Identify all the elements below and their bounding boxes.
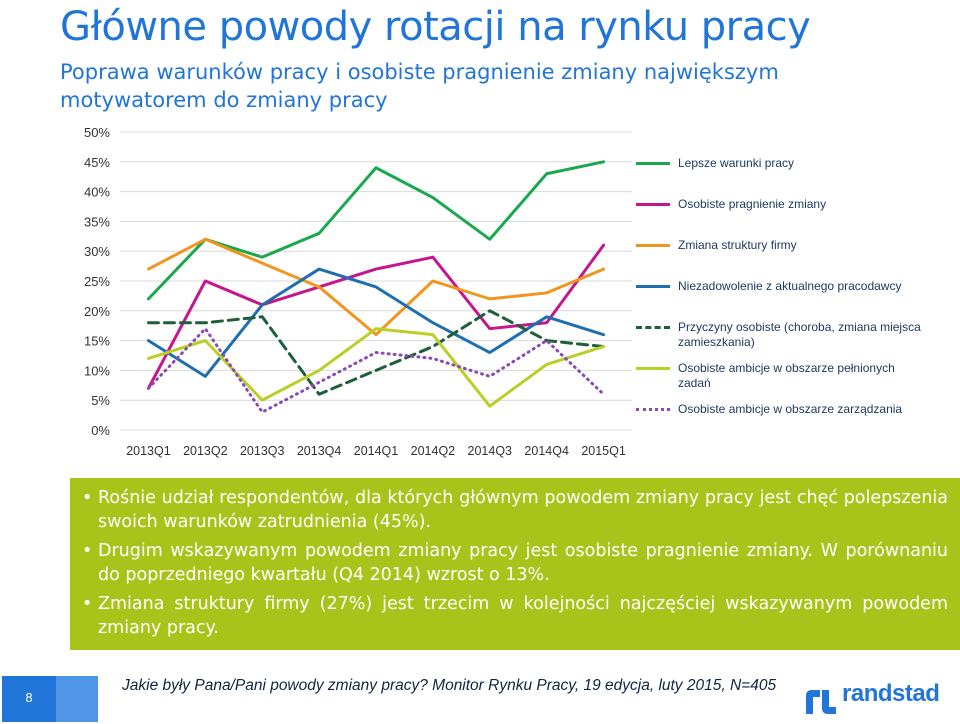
y-axis-ticks: 0% 5% 10% 15% 20% 25% 30% 35% 40% 45% 50% [84, 125, 110, 438]
page-subtitle: Poprawa warunków pracy i osobiste pragni… [60, 60, 779, 112]
line-chart: 0%5%10%15%20%25%30%35%40%45%50% 2013Q1 20… [84, 125, 632, 458]
y-tick-label: 50% [84, 125, 110, 140]
y-tick-label: 5% [91, 393, 110, 408]
bullet-icon: • [82, 594, 93, 614]
summary-bullet-text: Rośnie udział respondentów, dla których … [98, 488, 948, 532]
series-line [146, 267, 606, 378]
legend-swatch [636, 203, 670, 206]
series-line [146, 309, 606, 396]
x-tick-label: 2013Q3 [240, 444, 285, 458]
legend-swatch [636, 408, 670, 411]
x-tick-label: 2013Q2 [183, 444, 228, 458]
y-tick-label: 45% [84, 155, 110, 170]
page-number-box [2, 676, 56, 722]
x-axis-ticks: 2013Q1 2013Q2 2013Q3 2013Q4 2014Q1 2014Q2 2014… [126, 444, 626, 458]
legend-label: Osobiste ambicje w obszarze zarządzania [678, 402, 903, 416]
page-number-accent [56, 676, 98, 722]
legend-label: Przyczyny osobiste (choroba, zmiana miej… [678, 320, 921, 349]
randstad-logo: randstad [804, 680, 954, 714]
x-tick-label: 2013Q1 [126, 444, 171, 458]
series-line [146, 237, 606, 337]
y-tick-label: 0% [91, 423, 110, 438]
legend-label: Osobiste ambicje w obszarze pełnionych z… [678, 361, 895, 390]
legend-swatch [636, 367, 670, 370]
legend-swatch [636, 244, 670, 247]
legend-swatch [636, 326, 670, 329]
summary-bullet: • Zmiana struktury firmy (27%) jest trzec… [80, 592, 948, 640]
source-note: Jakie były Pana/Pani powody zmiany pracy… [122, 677, 777, 694]
chart-grid [120, 131, 632, 431]
summary-bullets: • Rośnie udział respondentów, dla których… [80, 486, 948, 645]
series-line [146, 160, 606, 301]
legend-label: Osobiste pragnienie zmiany [678, 197, 827, 211]
y-tick-label: 40% [84, 185, 110, 200]
x-tick-label: 2014Q4 [524, 444, 569, 458]
series-line [146, 327, 606, 414]
logo-text: randstad [842, 680, 940, 707]
summary-bullet-text: Drugim wskazywanym powodem zmiany pracy … [98, 541, 948, 585]
summary-box [70, 478, 960, 650]
summary-bullet-text: Zmiana struktury firmy (27%) jest trzeci… [98, 594, 948, 638]
page-title: Główne powody rotacji na rynku pracy [60, 4, 811, 50]
y-tick-label: 25% [84, 274, 110, 289]
x-tick-label: 2014Q1 [354, 444, 399, 458]
bullet-icon: • [82, 488, 93, 508]
x-tick-label: 2014Q3 [468, 444, 513, 458]
legend-label: Niezadowolenie z aktualnego pracodawcy [678, 279, 902, 293]
x-tick-label: 2015Q1 [581, 444, 626, 458]
legend-swatch [636, 285, 670, 288]
legend-label: Zmiana struktury firmy [678, 238, 797, 252]
legend-label: Lepsze warunki pracy [678, 156, 795, 170]
x-tick-label: 2014Q2 [411, 444, 456, 458]
bullet-icon: • [82, 541, 93, 561]
chart-series [146, 160, 606, 414]
summary-bullet: • Rośnie udział respondentów, dla których… [80, 486, 948, 534]
randstad-logo-icon [806, 690, 836, 714]
y-tick-label: 20% [84, 304, 110, 319]
series-line [146, 243, 606, 390]
y-tick-label: 30% [84, 244, 110, 259]
summary-bullet: • Drugim wskazywanym powodem zmiany pracy… [80, 539, 948, 587]
legend-swatch [636, 162, 670, 165]
y-tick-label: 15% [84, 334, 110, 349]
x-tick-label: 2013Q4 [297, 444, 342, 458]
y-tick-label: 35% [84, 214, 110, 229]
y-tick-label: 10% [84, 363, 110, 378]
series-line [146, 327, 606, 408]
page-number: 8 [25, 690, 33, 705]
